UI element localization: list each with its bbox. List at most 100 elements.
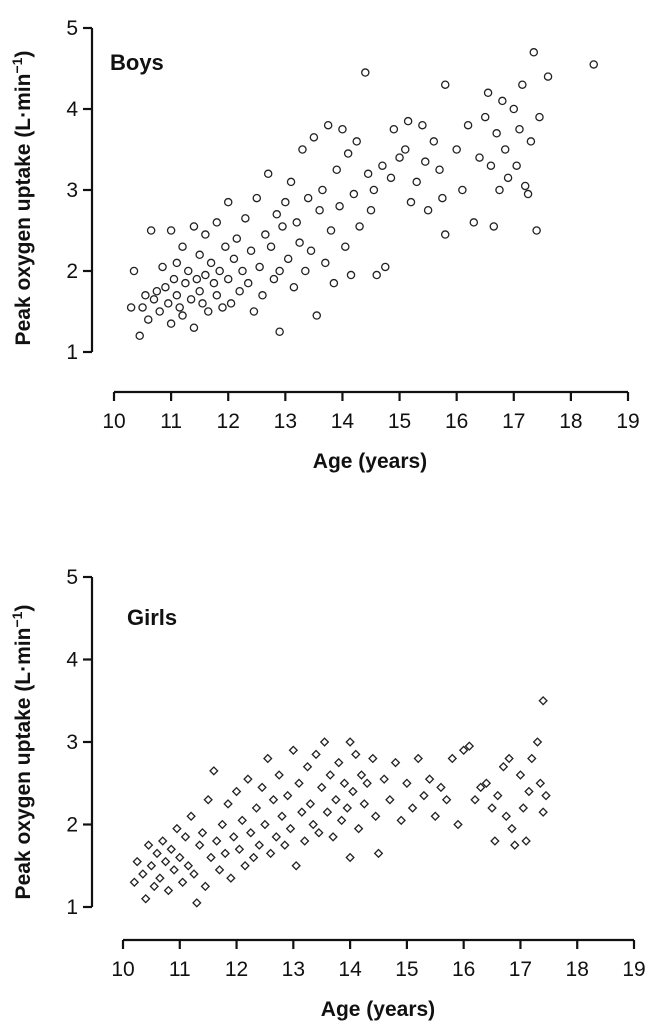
girls-data-point xyxy=(430,811,440,821)
girls-x-tick-label: 12 xyxy=(225,958,248,981)
girls-data-point xyxy=(345,737,355,747)
boys-data-point xyxy=(361,68,370,77)
girls-data-point xyxy=(226,873,236,883)
girls-data-point xyxy=(282,790,293,801)
boys-x-tick-label: 16 xyxy=(445,410,468,433)
boys-data-point xyxy=(480,112,490,122)
girls-data-point xyxy=(220,848,230,859)
boys-data-point xyxy=(498,96,507,106)
girls-data-point xyxy=(501,811,511,821)
girls-data-point xyxy=(194,840,205,850)
girls-data-point xyxy=(345,852,355,863)
girls-data-point xyxy=(331,795,341,805)
girls-y-ticks: 1 2 3 4 5 xyxy=(66,566,92,919)
girls-x-tick-label: 18 xyxy=(566,958,589,981)
girls-data-point xyxy=(413,753,423,764)
girls-data-point xyxy=(143,840,154,850)
boys-data-point xyxy=(440,230,450,239)
boys-data-point xyxy=(500,145,510,154)
boys-data-point xyxy=(495,185,504,195)
girls-data-point xyxy=(339,778,350,788)
boys-data-point xyxy=(366,205,376,215)
boys-data-point xyxy=(178,242,187,251)
boys-data-point xyxy=(518,80,527,89)
boys-data-point xyxy=(463,120,473,130)
girls-data-point xyxy=(317,782,327,793)
boys-x-tick-label: 12 xyxy=(217,410,240,433)
girls-data-point xyxy=(243,774,253,784)
boys-data-point xyxy=(543,72,553,81)
girls-data-point xyxy=(458,745,469,755)
boys-data-point xyxy=(369,185,379,195)
girls-data-point xyxy=(160,856,171,867)
boys-y-tick-label: 4 xyxy=(66,98,78,121)
boys-data-point xyxy=(332,165,341,174)
boys-data-point xyxy=(161,282,170,292)
boys-data-point xyxy=(278,222,287,231)
boys-data-point xyxy=(289,282,299,292)
boys-y-tick-label: 5 xyxy=(66,17,78,40)
boys-data-point xyxy=(338,125,347,134)
girls-data-point xyxy=(274,770,284,780)
boys-data-point xyxy=(292,218,302,227)
boys-data-point xyxy=(318,185,327,195)
boys-data-point xyxy=(146,226,156,235)
girls-data-point xyxy=(246,828,256,838)
girls-data-point xyxy=(129,877,140,887)
girls-data-point xyxy=(441,795,452,805)
boys-y-axis-title-main: Peak oxygen uptake (L·min xyxy=(12,74,35,346)
girls-x-tick-label: 15 xyxy=(395,958,418,981)
boys-data-point xyxy=(186,295,196,304)
boys-data-point xyxy=(181,278,190,288)
girls-data-point xyxy=(515,770,526,780)
boys-data-point xyxy=(429,137,439,146)
boys-data-point xyxy=(286,177,296,187)
girls-data-point xyxy=(186,811,196,821)
boys-data-point xyxy=(235,286,244,296)
boys-data-point xyxy=(138,303,147,312)
girls-x-tick-label: 19 xyxy=(622,958,645,981)
girls-data-point xyxy=(390,757,401,768)
boys-data-point xyxy=(189,222,199,231)
boys-data-point xyxy=(189,323,199,332)
girls-data-point xyxy=(507,823,517,834)
girls-data-point xyxy=(211,836,222,846)
boys-data-point xyxy=(295,238,304,247)
girls-x-tick-label: 14 xyxy=(338,958,362,981)
boys-x-ticks: 10 11 12 13 14 15 16 17 18 19 xyxy=(102,392,640,433)
boys-data-point xyxy=(381,262,390,272)
boys-data-point xyxy=(412,177,421,187)
boys-data-point xyxy=(144,315,153,324)
girls-data-point xyxy=(302,762,313,772)
girls-data-point xyxy=(223,799,233,809)
boys-data-point xyxy=(523,189,533,199)
girls-data-point xyxy=(240,861,250,871)
boys-data-point xyxy=(243,278,253,288)
boys-data-point xyxy=(346,270,356,280)
boys-data-point xyxy=(435,165,444,174)
girls-data-point xyxy=(192,898,202,908)
girls-data-point xyxy=(268,795,279,805)
girls-y-axis-title: Peak oxygen uptake (L·min−1) xyxy=(9,605,35,900)
boys-data-point xyxy=(401,145,410,154)
boys-data-point xyxy=(212,291,222,300)
girls-y-tick-label: 3 xyxy=(66,731,78,754)
boys-panel-label: Boys xyxy=(110,50,164,75)
girls-data-point xyxy=(510,840,520,850)
boys-data-point xyxy=(258,291,267,300)
girls-data-point xyxy=(538,696,548,706)
boys-data-point xyxy=(149,295,159,304)
boys-data-point xyxy=(263,169,273,179)
boys-data-point xyxy=(166,319,176,328)
boys-data-point xyxy=(403,116,413,126)
boys-data-point xyxy=(452,145,461,154)
girls-data-point xyxy=(538,807,548,817)
boys-y-axis-title-close: ) xyxy=(12,51,35,58)
girls-data-point xyxy=(231,786,242,797)
girls-data-point xyxy=(277,811,287,821)
boys-data-point xyxy=(438,193,447,203)
girls-data-point xyxy=(263,753,273,764)
boys-data-point xyxy=(272,210,282,219)
girls-data-point xyxy=(180,832,191,842)
